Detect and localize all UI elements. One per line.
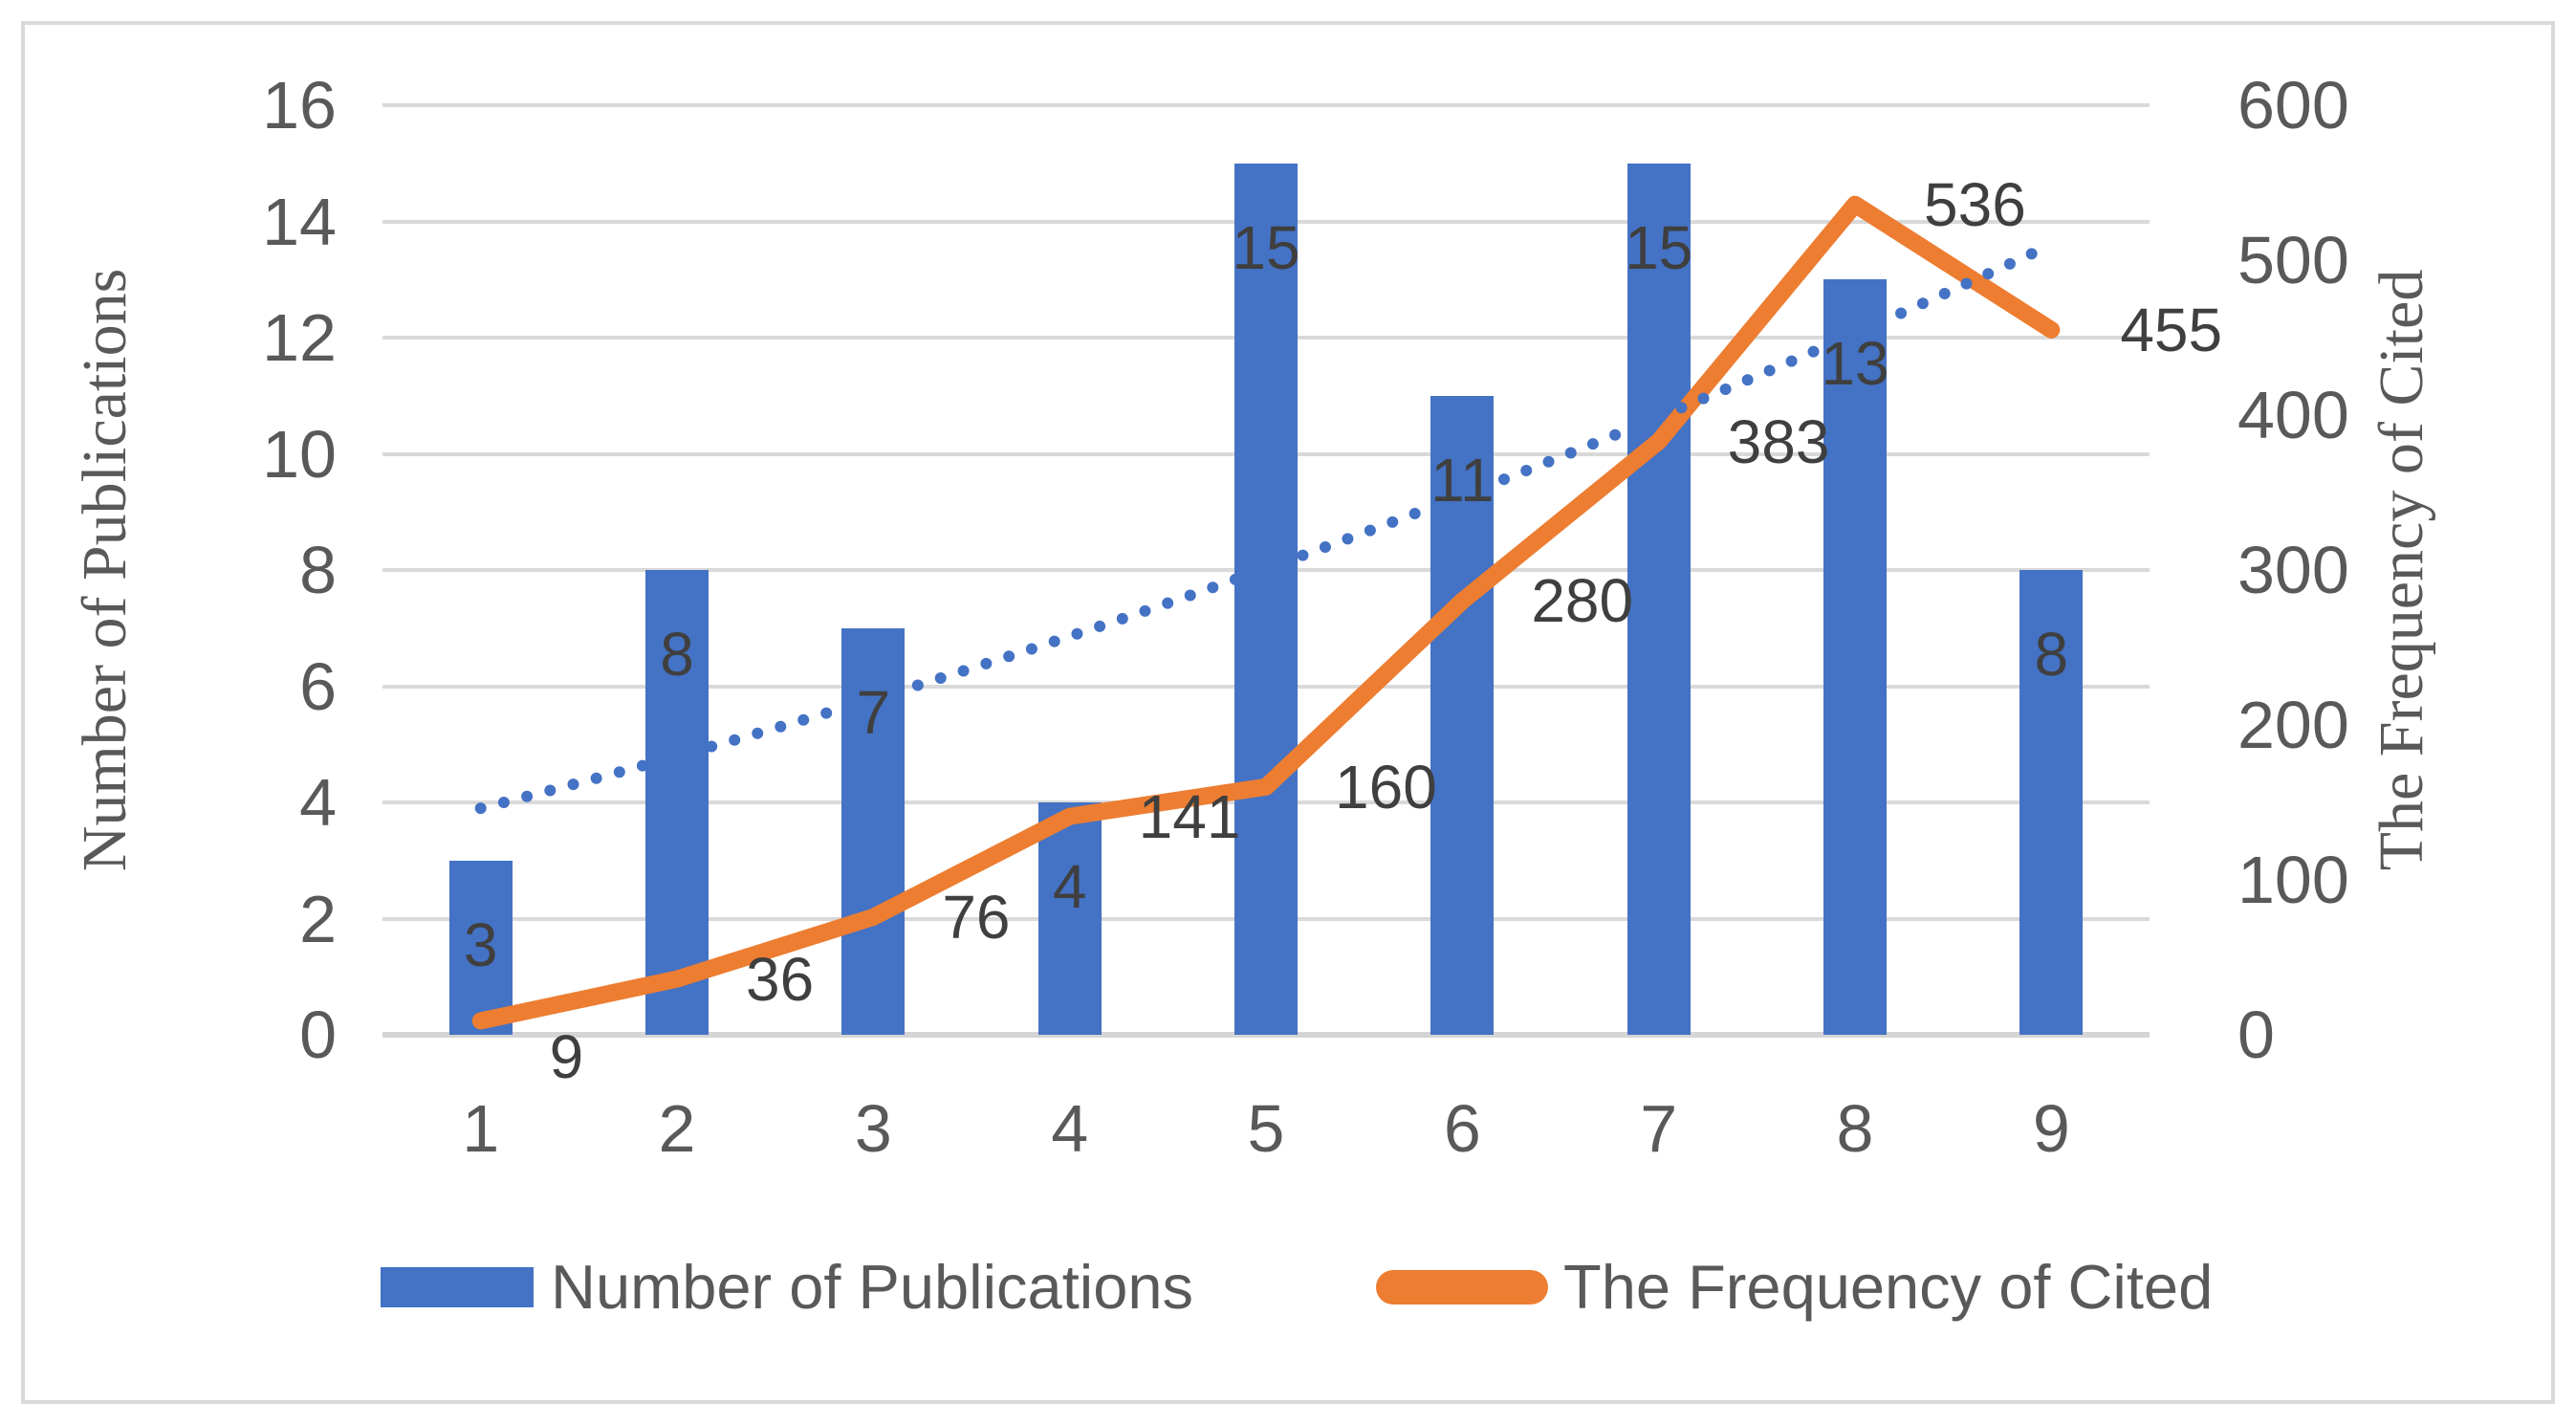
left-axis-tick-label: 0 xyxy=(299,998,337,1072)
right-axis-tick-label: 100 xyxy=(2238,843,2349,917)
right-axis-tick-label: 0 xyxy=(2238,998,2275,1072)
line-data-label: 9 xyxy=(549,1022,584,1092)
right-axis-tick-label: 300 xyxy=(2238,533,2349,607)
line-data-label: 536 xyxy=(1924,169,2026,239)
line-data-label: 455 xyxy=(2120,295,2223,364)
x-axis-tick-label: 8 xyxy=(1836,1091,1874,1166)
bar-data-label: 4 xyxy=(1052,852,1087,921)
bar-category-5 xyxy=(1234,163,1298,1035)
line-series-swatch xyxy=(1376,1270,1548,1304)
x-axis-line xyxy=(382,1032,2150,1038)
bar-data-label: 15 xyxy=(1625,212,1693,282)
bar-category-7 xyxy=(1626,163,1691,1035)
bar-data-label: 3 xyxy=(463,910,498,979)
legend-label-cited: The Frequency of Cited xyxy=(1563,1252,2214,1322)
left-axis-tick-label: 14 xyxy=(262,184,337,259)
left-axis-tick-label: 6 xyxy=(299,648,337,724)
x-axis-tick-label: 6 xyxy=(1443,1091,1481,1166)
line-data-label: 383 xyxy=(1727,406,1830,476)
right-axis-tick-label: 500 xyxy=(2238,223,2349,297)
left-axis-tick-label: 4 xyxy=(299,765,337,840)
chart-border-frame xyxy=(21,21,2555,1404)
x-axis-tick-label: 4 xyxy=(1051,1091,1089,1166)
left-axis-tick-label: 2 xyxy=(299,881,337,956)
left-axis-tick-label: 10 xyxy=(262,416,337,492)
legend-item-cited: The Frequency of Cited xyxy=(1376,1253,2213,1322)
left-axis-tick-label: 16 xyxy=(262,68,337,142)
x-axis-tick-label: 9 xyxy=(2032,1091,2070,1166)
bar-data-label: 7 xyxy=(856,677,891,747)
bar-data-label: 15 xyxy=(1232,212,1300,282)
right-axis-tick-label: 200 xyxy=(2238,688,2349,762)
bar-data-label: 11 xyxy=(1430,445,1495,515)
line-data-label: 160 xyxy=(1335,752,1437,822)
gridline xyxy=(382,103,2150,107)
bar-data-label: 8 xyxy=(660,620,694,689)
x-axis-tick-label: 5 xyxy=(1247,1091,1285,1166)
legend-label-publications: Number of Publications xyxy=(551,1252,1193,1322)
line-data-label: 141 xyxy=(1138,781,1241,851)
bar-data-label: 8 xyxy=(2034,620,2069,689)
x-axis-tick-label: 2 xyxy=(658,1091,696,1166)
left-axis-tick-label: 8 xyxy=(299,533,337,607)
left-axis-title: Number of Publications xyxy=(70,268,140,872)
x-axis-tick-label: 7 xyxy=(1640,1091,1678,1166)
right-axis-tick-label: 400 xyxy=(2238,378,2349,452)
x-axis-tick-label: 3 xyxy=(854,1091,892,1166)
line-data-label: 76 xyxy=(942,882,1011,952)
bar-series-swatch xyxy=(381,1267,534,1307)
x-axis-tick-label: 1 xyxy=(462,1091,500,1166)
line-data-label: 36 xyxy=(746,944,815,1014)
bar-data-label: 13 xyxy=(1821,329,1889,399)
line-data-label: 280 xyxy=(1531,566,1634,636)
legend-item-publications: Number of Publications xyxy=(381,1253,1193,1322)
right-axis-title: The Frequency of Cited xyxy=(2367,269,2436,871)
right-axis-tick-label: 600 xyxy=(2238,68,2349,142)
left-axis-tick-label: 12 xyxy=(262,300,337,375)
